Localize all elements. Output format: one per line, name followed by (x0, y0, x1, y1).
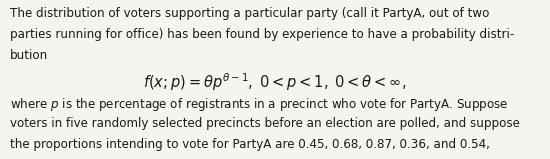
Text: where $p$ is the percentage of registrants in a precinct who vote for PartyA. Su: where $p$ is the percentage of registran… (10, 96, 508, 113)
Text: The distribution of voters supporting a particular party (call it PartyA, out of: The distribution of voters supporting a … (10, 7, 490, 20)
Text: parties running for office) has been found by experience to have a probability d: parties running for office) has been fou… (10, 28, 514, 41)
Text: voters in five randomly selected precincts before an election are polled, and su: voters in five randomly selected precinc… (10, 117, 520, 130)
Text: $f(x;p) = \theta p^{\theta-1}, \; 0 < p < 1, \; 0 < \theta < \infty,$: $f(x;p) = \theta p^{\theta-1}, \; 0 < p … (144, 71, 406, 93)
Text: the proportions intending to vote for PartyA are 0.45, 0.68, 0.87, 0.36, and 0.5: the proportions intending to vote for Pa… (10, 138, 490, 151)
Text: bution: bution (10, 49, 48, 62)
